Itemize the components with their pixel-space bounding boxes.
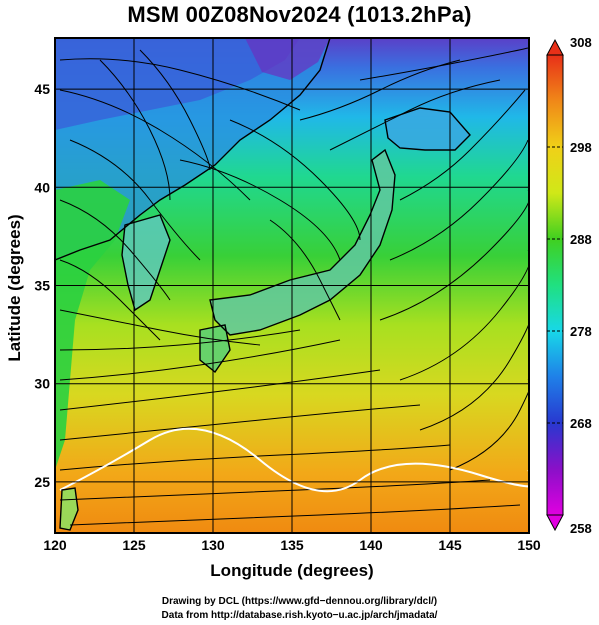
colorbar-tick-label: 288 — [570, 232, 592, 247]
plot-frame — [54, 37, 530, 534]
y-tick-label: 45 — [34, 81, 50, 97]
y-tick-label: 40 — [34, 179, 50, 195]
colorbar-tick-label: 268 — [570, 416, 592, 431]
continent-far-north — [55, 38, 300, 130]
y-tick-labels: 25 30 35 40 45 — [34, 81, 50, 490]
x-tick-label: 135 — [280, 537, 304, 553]
colorbar-tick-label: 308 — [570, 35, 592, 50]
colorbar-top-arrow — [546, 38, 564, 56]
page-title: MSM 00Z08Nov2024 (1013.2hPa) — [127, 2, 472, 27]
x-tick-label: 120 — [43, 537, 67, 553]
coastlines — [55, 38, 471, 531]
y-tick-label: 30 — [34, 376, 50, 392]
x-tick-labels: 120 125 130 135 140 145 150 — [43, 537, 541, 553]
mountain-cold — [245, 38, 330, 80]
x-tick-label: 145 — [438, 537, 462, 553]
x-tick-label: 125 — [122, 537, 146, 553]
map-grid — [55, 38, 529, 533]
credit-data-source: Data from http://database.rish.kyoto−u.a… — [161, 610, 438, 621]
x-axis-title: Longitude (degrees) — [210, 561, 373, 580]
credit-dcl: Drawing by DCL (https://www.gfd−dennou.o… — [161, 596, 438, 607]
colorbar-tick-label: 298 — [570, 140, 592, 155]
isotherm-line — [59, 427, 529, 493]
colorbar: 258 268 278 288 298 308 — [546, 35, 592, 536]
japan-honshu — [210, 150, 395, 335]
hokkaido — [385, 108, 470, 150]
y-axis-title: Latitude (degrees) — [5, 214, 24, 361]
colorbar-tick-label: 278 — [570, 324, 592, 339]
x-tick-label: 130 — [201, 537, 225, 553]
y-tick-label: 25 — [34, 474, 50, 490]
x-tick-label: 140 — [359, 537, 383, 553]
x-tick-label: 150 — [517, 537, 541, 553]
colorbar-bottom-arrow — [546, 514, 564, 532]
y-tick-label: 35 — [34, 278, 50, 294]
colorbar-tick-label: 258 — [570, 521, 592, 536]
